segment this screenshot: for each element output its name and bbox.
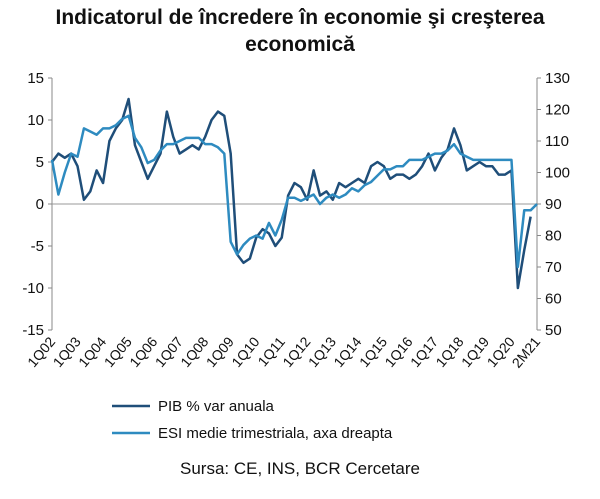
- y2-tick-label: 70: [545, 259, 562, 276]
- y2-tick-label: 110: [545, 133, 569, 150]
- x-tick-label: 1Q05: [101, 333, 135, 370]
- chart-title: Indicatorul de încredere în economie şi …: [55, 6, 545, 56]
- legend-label: ESI medie trimestriala, axa dreapta: [158, 425, 393, 442]
- y2-tick-label: 90: [545, 196, 562, 213]
- y-tick-label: 10: [27, 112, 44, 129]
- x-tick-label: 1Q08: [177, 333, 211, 370]
- data-line: [51, 97, 532, 290]
- y-tick-label: 0: [36, 196, 44, 213]
- x-tick-label: 1Q18: [432, 333, 466, 370]
- source: Sursa: CE, INS, BCR Cercetare: [180, 459, 420, 478]
- x-tick-label: 1Q16: [381, 333, 415, 370]
- y2-tick-label: 100: [545, 165, 570, 182]
- x-tick-label: 1Q06: [126, 333, 160, 370]
- x-tick-label: 1Q12: [279, 333, 313, 370]
- x-tick-label: 1Q07: [152, 333, 186, 370]
- y-tick-label: 15: [27, 70, 44, 87]
- x-tick-label: 1Q14: [330, 333, 364, 370]
- y-tick-label: -5: [31, 238, 44, 255]
- x-tick-label: 1Q17: [407, 333, 441, 370]
- legend-label: PIB % var anuala: [158, 398, 275, 415]
- y2-tick-label: 120: [545, 102, 570, 119]
- x-tick-label: 1Q09: [203, 333, 237, 370]
- x-tick-label: 1Q19: [458, 333, 492, 370]
- y2-tick-label: 130: [545, 70, 570, 87]
- data-line: [50, 114, 538, 269]
- y-tick-label: -15: [22, 322, 44, 339]
- x-tick-label: 1Q04: [75, 333, 109, 370]
- x-tick-label: 1Q15: [356, 333, 390, 370]
- y2-tick-label: 80: [545, 228, 562, 245]
- x-tick-label: 1Q10: [228, 333, 262, 370]
- y-tick-label: -10: [22, 280, 44, 297]
- y-tick-label: 5: [36, 154, 44, 171]
- x-tick-label: 1Q13: [305, 333, 339, 370]
- x-tick-label: 1Q03: [50, 333, 84, 370]
- y2-tick-label: 50: [545, 322, 562, 339]
- x-tick-label: 2M21: [509, 333, 544, 370]
- y2-tick-label: 60: [545, 291, 562, 308]
